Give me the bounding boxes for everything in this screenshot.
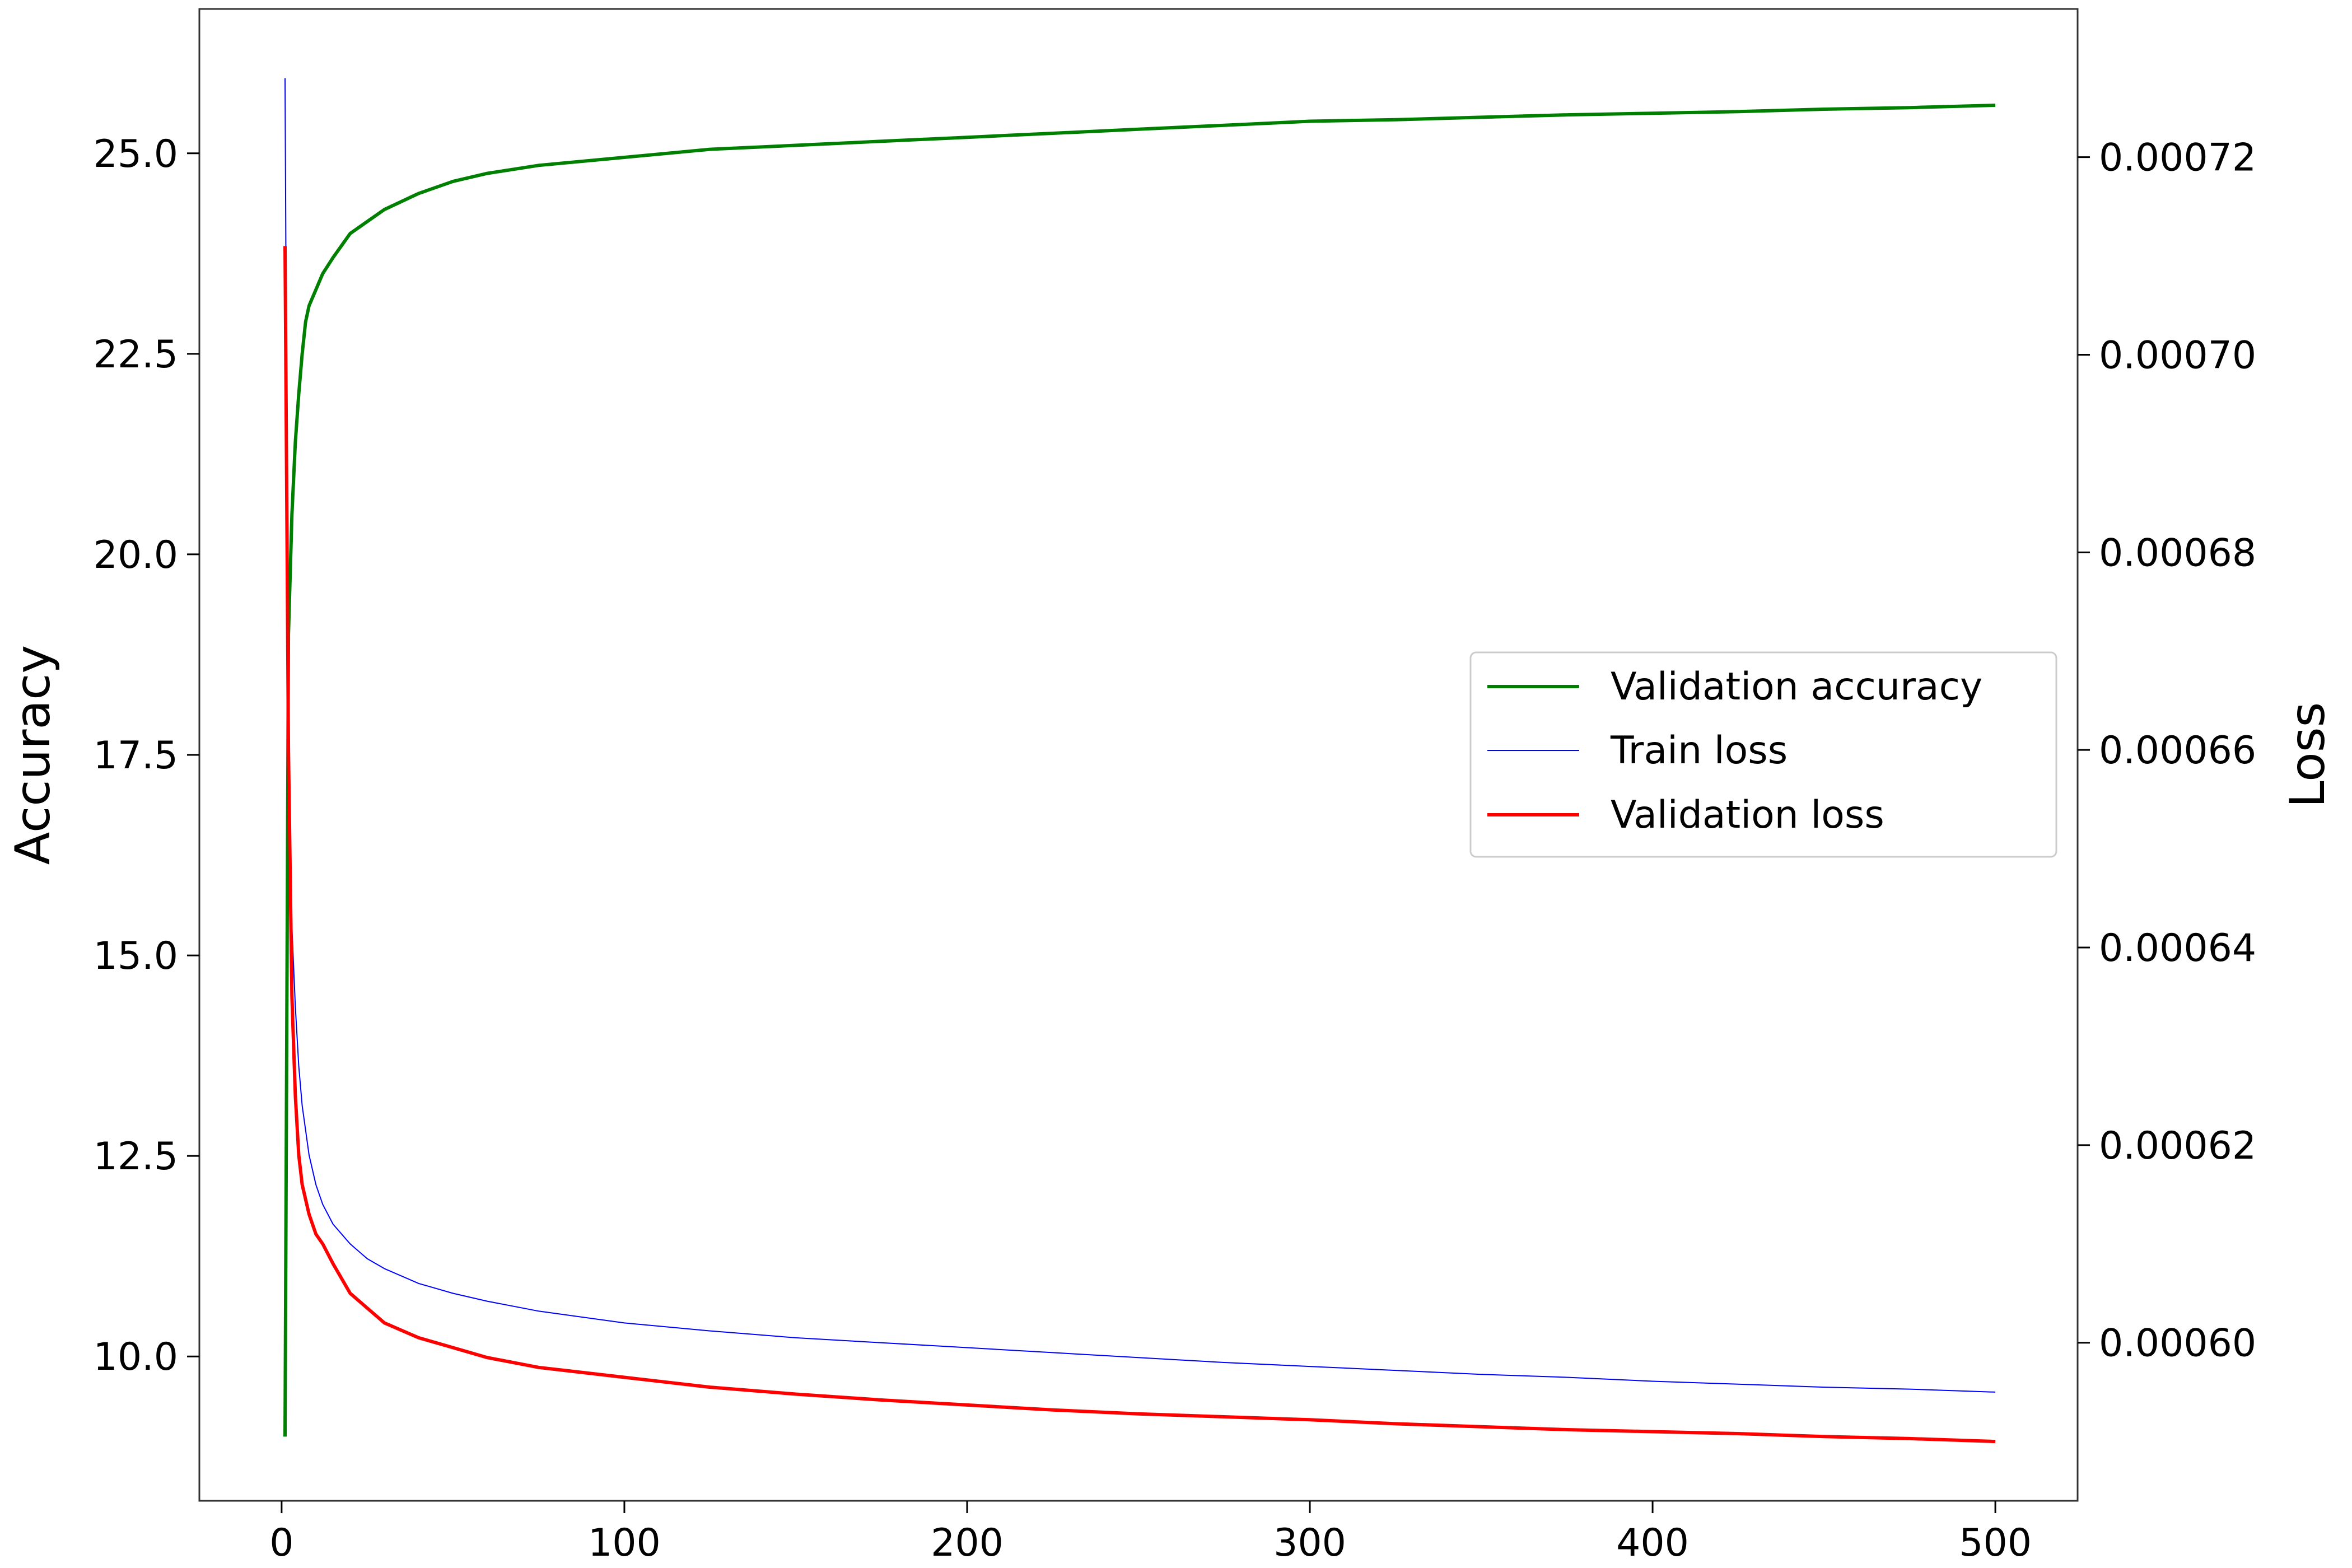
right-y-tick-label: 0.00062 [2099,1124,2256,1168]
series-layer [283,78,1996,1444]
x-tick-label: 0 [269,1521,293,1565]
right-y-tick-label: 0.00068 [2099,531,2256,575]
left-y-tick-label: 15.0 [94,934,178,978]
legend-box [1469,651,2057,858]
right-y-tick-label: 0.00070 [2099,333,2256,377]
right-y-tick-label: 0.00064 [2099,926,2256,970]
right-y-tick-label: 0.00066 [2099,729,2256,773]
left-y-tick-label: 17.5 [94,734,178,778]
x-tick-label: 400 [1616,1521,1689,1565]
right-y-tick-label: 0.00072 [2099,136,2256,180]
x-tick-label: 100 [588,1521,661,1565]
left-y-tick-label: 20.0 [94,533,178,577]
legend: Validation accuracy Train loss Validatio… [1469,651,2057,858]
right-y-axis: 0.00060 0.00062 0.00064 0.00066 0.00068 0.000… [2078,136,2256,1366]
series-line-validation-accuracy [283,103,1996,1437]
left-y-axis: 10.0 12.5 15.0 17.5 20.0 22.5 25.0 [94,132,199,1379]
x-tick-label: 200 [931,1521,1004,1565]
right-y-tick-label: 0.00060 [2099,1322,2256,1366]
x-axis: 0 100 200 300 400 500 [269,1501,2032,1565]
left-y-tick-label: 12.5 [94,1135,178,1179]
left-axis-title: Accuracy [5,645,61,865]
series-line-train-loss [284,78,1996,1393]
legend-label-train-loss: Train loss [1610,729,1788,773]
left-y-tick-label: 25.0 [94,132,178,176]
left-y-tick-label: 10.0 [94,1335,178,1379]
legend-label-validation-loss: Validation loss [1611,793,1884,837]
x-tick-label: 300 [1273,1521,1346,1565]
series-line-validation-loss [283,246,1996,1444]
right-axis-title: Loss [2280,702,2336,808]
left-y-tick-label: 22.5 [94,333,178,377]
legend-label-validation-accuracy: Validation accuracy [1611,665,1982,709]
x-tick-label: 500 [1959,1521,2032,1565]
